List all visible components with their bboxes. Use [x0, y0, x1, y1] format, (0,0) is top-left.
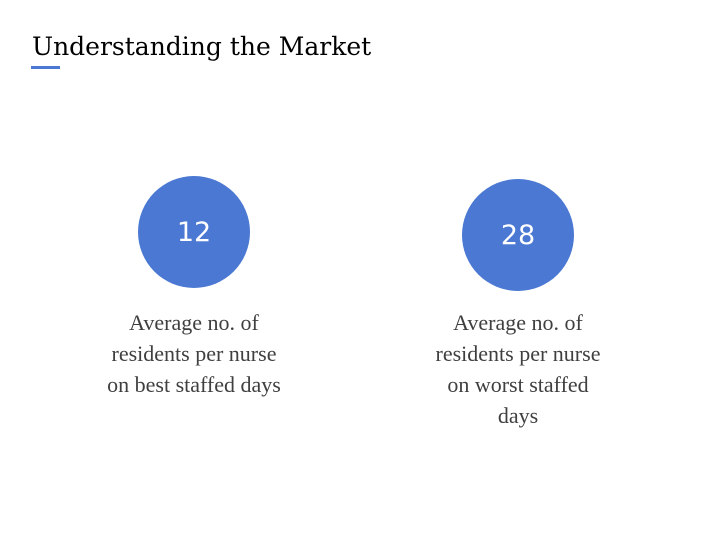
stat-caption-worst-staffed: Average no. of residents per nurse on wo…: [403, 307, 633, 431]
caption-line: on worst staffed: [447, 372, 589, 397]
stat-circle-worst-staffed: 28: [462, 179, 574, 291]
caption-line: residents per nurse: [111, 341, 277, 366]
caption-line: Average no. of: [453, 310, 583, 335]
caption-line: Average no. of: [129, 310, 259, 335]
title-accent-bar: [31, 66, 60, 69]
caption-line: on best staffed days: [107, 372, 281, 397]
caption-line: residents per nurse: [435, 341, 601, 366]
slide-title: Understanding the Market: [32, 32, 372, 61]
caption-line: days: [497, 403, 539, 428]
stat-circle-best-staffed: 12: [138, 176, 250, 288]
stat-caption-best-staffed: Average no. of residents per nurse on be…: [79, 307, 309, 400]
